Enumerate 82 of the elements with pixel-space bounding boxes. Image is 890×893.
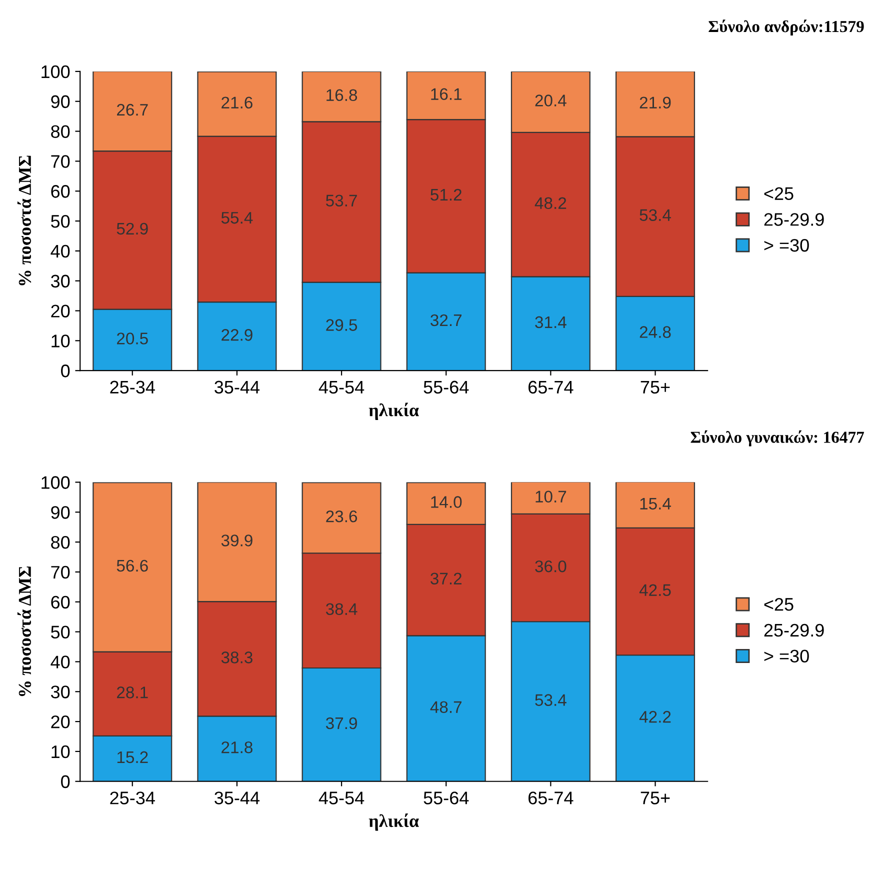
data-label: 48.2 (534, 197, 566, 210)
y-tick-label: 10 (52, 745, 70, 758)
x-axis-title: ηλικία (368, 402, 419, 420)
legend-label: 25-29.9 (764, 213, 824, 226)
x-tick-label: 35-44 (214, 792, 260, 804)
y-tick-label: 20 (51, 715, 70, 728)
data-label: 26.7 (117, 104, 148, 116)
data-label: 39.9 (221, 534, 252, 546)
data-label: 37.9 (326, 717, 357, 730)
data-label: 15.4 (640, 498, 671, 510)
data-label: 42.5 (639, 584, 671, 596)
data-label: 20.4 (535, 94, 566, 106)
y-tick-label: 0 (61, 775, 70, 788)
data-label: 37.2 (430, 572, 462, 585)
x-tick-label: 25-34 (110, 792, 155, 804)
y-tick-label: 50 (51, 214, 70, 228)
y-tick-label: 40 (50, 656, 70, 668)
data-label: 42.2 (639, 710, 671, 723)
y-tick-label: 80 (51, 536, 70, 549)
y-tick-label: 100 (42, 476, 70, 489)
y-tick-label: 20 (51, 304, 70, 318)
data-label: 24.8 (640, 326, 671, 338)
legend-label: 25-29.9 (764, 624, 824, 637)
data-label: 53.4 (535, 694, 566, 706)
y-tick-label: 50 (51, 626, 70, 639)
x-tick-label: 65-74 (528, 792, 574, 804)
x-tick-label: 45-54 (318, 792, 364, 804)
data-label: 38.4 (326, 603, 358, 616)
y-axis-title: % ποσοστά ΔΜΣ (17, 156, 32, 286)
y-tick-label: 40 (50, 244, 70, 258)
data-label: 21.6 (222, 96, 252, 109)
data-label: 20.5 (117, 332, 148, 344)
x-tick-label: 75+ (640, 792, 670, 804)
x-tick-label: 25-34 (110, 380, 155, 394)
data-label: 53.7 (326, 194, 357, 206)
y-tick-label: 100 (42, 65, 70, 78)
data-label: 22.9 (222, 329, 252, 341)
legend-label: > =30 (764, 238, 809, 252)
legend-label: <25 (764, 187, 794, 200)
y-tick-label: 90 (51, 506, 70, 519)
data-label: 16.1 (431, 88, 462, 100)
legend-label: <25 (764, 598, 794, 611)
data-label: 55.4 (221, 212, 253, 224)
y-tick-label: 60 (51, 185, 70, 198)
data-label: 51.2 (430, 188, 462, 201)
data-label: 38.3 (221, 652, 252, 664)
y-tick-label: 70 (51, 155, 70, 168)
x-tick-label: 35-44 (214, 380, 260, 394)
data-label: 21.9 (640, 96, 671, 109)
y-tick-label: 80 (51, 125, 70, 138)
y-tick-label: 90 (51, 95, 70, 108)
y-tick-label: 30 (50, 274, 70, 288)
data-label: 36.0 (535, 560, 566, 572)
data-label: 23.6 (326, 510, 358, 522)
y-axis-title: % ποσοστά ΔΜΣ (17, 566, 32, 696)
y-tick-label: 70 (51, 566, 70, 579)
data-label: 15.2 (117, 751, 148, 764)
x-tick-label: 65-74 (528, 380, 574, 394)
y-tick-label: 0 (61, 364, 70, 378)
data-label: 29.5 (326, 319, 358, 331)
text: Σύνολο ανδρών:11579 (708, 20, 864, 36)
y-tick-label: 60 (51, 596, 70, 609)
x-axis-title: ηλικία (368, 813, 419, 831)
data-label: 14.0 (431, 496, 462, 508)
data-label: 31.4 (535, 316, 566, 328)
data-label: 32.7 (430, 314, 462, 326)
data-label: 56.6 (116, 560, 148, 572)
data-label: 10.7 (536, 490, 566, 503)
data-label: 28.1 (117, 686, 148, 698)
data-label: 16.8 (326, 89, 358, 102)
data-label: 21.8 (222, 741, 252, 754)
x-tick-label: 45-54 (318, 380, 364, 394)
x-tick-label: 75+ (640, 380, 670, 394)
data-label: 52.9 (116, 222, 148, 235)
data-label: 48.7 (430, 701, 462, 714)
x-tick-label: 55-64 (424, 792, 469, 804)
legend-label: > =30 (764, 650, 809, 663)
x-tick-label: 55-64 (424, 380, 469, 394)
y-tick-label: 10 (52, 334, 70, 348)
data-label: 53.4 (640, 209, 671, 222)
y-tick-label: 30 (50, 686, 70, 698)
text: Σύνολο γυναικών: 16477 (690, 430, 864, 446)
